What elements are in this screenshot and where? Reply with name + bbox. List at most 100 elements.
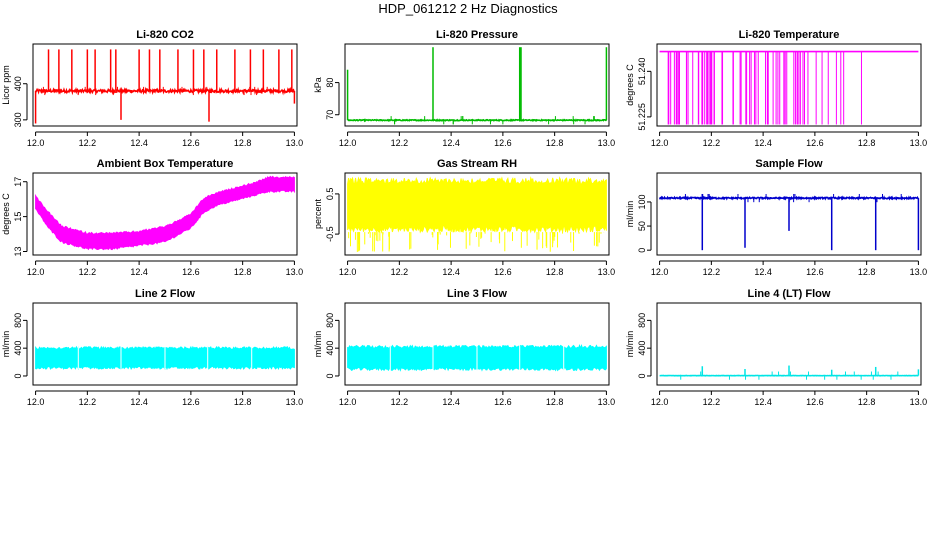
plot-frame [656, 302, 922, 386]
series-5 [347, 176, 607, 252]
y-axis-label: ml/min [625, 201, 635, 228]
x-tick-label: 12.0 [651, 138, 669, 148]
y-axis-label: degrees C [1, 193, 11, 235]
y-tick-label: 100 [637, 194, 647, 209]
y-tick-label: 80 [325, 78, 335, 88]
panel-title: Li-820 Pressure [436, 29, 518, 41]
series-4 [35, 175, 295, 251]
y-tick-label: 400 [13, 341, 23, 356]
plot-frame [344, 302, 610, 386]
x-tick-label: 13.0 [910, 397, 928, 407]
x-tick-label: 12.8 [234, 267, 252, 277]
x-tick-label: 12.0 [339, 267, 357, 277]
plot-frame [656, 172, 922, 256]
series-8 [347, 344, 607, 372]
y-tick-label: 51.225 [637, 103, 647, 131]
panel-7: Line 2 Flow ml/min 12.0 12.2 12.4 12.6 12.8 13.… [1, 288, 303, 407]
x-tick-label: 12.2 [703, 138, 721, 148]
panel-title: Gas Stream RH [437, 158, 517, 170]
x-tick-label: 13.0 [598, 138, 616, 148]
plot-frame [344, 43, 610, 127]
y-tick-label: 0 [637, 373, 647, 378]
x-tick-label: 12.8 [546, 138, 564, 148]
plot-frame [32, 43, 298, 127]
y-tick-label: 0 [637, 248, 647, 253]
x-tick-label: 12.2 [79, 267, 97, 277]
panel-title: Li-820 CO2 [136, 29, 193, 41]
x-tick-label: 12.4 [130, 138, 148, 148]
y-axis-label: ml/min [625, 331, 635, 358]
y-tick-label: 800 [13, 313, 23, 328]
x-tick-label: 12.0 [27, 267, 45, 277]
x-tick-label: 12.0 [27, 138, 45, 148]
series-1 [34, 49, 296, 124]
panel-title: Sample Flow [755, 158, 823, 170]
x-tick-label: 12.8 [858, 138, 876, 148]
x-tick-label: 12.0 [651, 267, 669, 277]
x-tick-label: 12.6 [182, 138, 200, 148]
x-tick-label: 12.2 [703, 397, 721, 407]
x-tick-label: 12.0 [27, 397, 45, 407]
x-tick-label: 12.4 [754, 397, 772, 407]
series-7 [35, 345, 295, 371]
series-band [35, 175, 295, 251]
x-tick-label: 12.4 [130, 267, 148, 277]
y-tick-label: 800 [325, 313, 335, 328]
y-tick-label: 70 [325, 110, 335, 120]
x-tick-label: 12.6 [182, 267, 200, 277]
x-tick-label: 13.0 [910, 267, 928, 277]
x-tick-label: 13.0 [286, 138, 304, 148]
x-tick-label: 12.6 [494, 397, 512, 407]
x-tick-label: 12.2 [391, 397, 409, 407]
x-tick-label: 12.2 [391, 267, 409, 277]
x-tick-label: 12.4 [754, 138, 772, 148]
x-tick-label: 12.4 [130, 397, 148, 407]
x-tick-label: 13.0 [910, 138, 928, 148]
y-tick-label: 15 [13, 212, 23, 222]
panel-9: Line 4 (LT) Flow ml/min 12.0 12.2 12.4 12.6 12… [625, 288, 927, 407]
panel-1: Li-820 CO2 Licor ppm 12.0 12.2 12.4 12.6 12.8 1… [1, 29, 303, 148]
y-tick-label: 0 [13, 373, 23, 378]
x-tick-label: 12.4 [442, 138, 460, 148]
x-tick-label: 13.0 [286, 267, 304, 277]
x-tick-label: 12.8 [546, 397, 564, 407]
y-tick-label: 800 [637, 313, 647, 328]
y-axis-label: ml/min [1, 331, 11, 358]
x-tick-label: 12.4 [442, 267, 460, 277]
x-tick-label: 12.8 [234, 397, 252, 407]
plot-frame [344, 172, 610, 256]
series-9 [659, 365, 920, 380]
panel-title: Line 2 Flow [135, 288, 195, 300]
x-tick-label: 12.2 [79, 397, 97, 407]
x-tick-label: 13.0 [598, 397, 616, 407]
panel-title: Line 4 (LT) Flow [748, 288, 831, 300]
y-axis-label: ml/min [313, 331, 323, 358]
x-tick-label: 12.8 [858, 397, 876, 407]
series-6 [658, 193, 920, 251]
y-axis-label: degrees C [625, 64, 635, 106]
x-tick-label: 12.0 [339, 397, 357, 407]
y-axis-label: kPa [313, 77, 323, 93]
plot-frame [656, 43, 922, 127]
y-axis-label: Licor ppm [1, 65, 11, 105]
series-line [34, 86, 296, 96]
panel-2: Li-820 Pressure kPa 12.0 12.2 12.4 12.6 12.8 13… [313, 29, 615, 148]
y-axis-label: percent [313, 198, 323, 229]
x-tick-label: 13.0 [598, 267, 616, 277]
panel-4: Ambient Box Temperature degrees C 12.0 12.2… [1, 158, 303, 277]
panel-8: Line 3 Flow ml/min 12.0 12.2 12.4 12.6 12.8 13.… [313, 288, 615, 407]
y-tick-label: 400 [325, 341, 335, 356]
y-tick-label: 300 [13, 112, 23, 127]
y-tick-label: 51.240 [637, 58, 647, 86]
y-tick-label: 13 [13, 247, 23, 257]
series-line [347, 118, 607, 123]
plot-frame [32, 302, 298, 386]
panel-title: Ambient Box Temperature [97, 158, 234, 170]
x-tick-label: 12.2 [703, 267, 721, 277]
x-tick-label: 12.0 [651, 397, 669, 407]
x-tick-label: 12.6 [494, 138, 512, 148]
y-tick-label: 0 [325, 373, 335, 378]
x-tick-label: 13.0 [286, 397, 304, 407]
x-tick-label: 12.6 [806, 138, 824, 148]
